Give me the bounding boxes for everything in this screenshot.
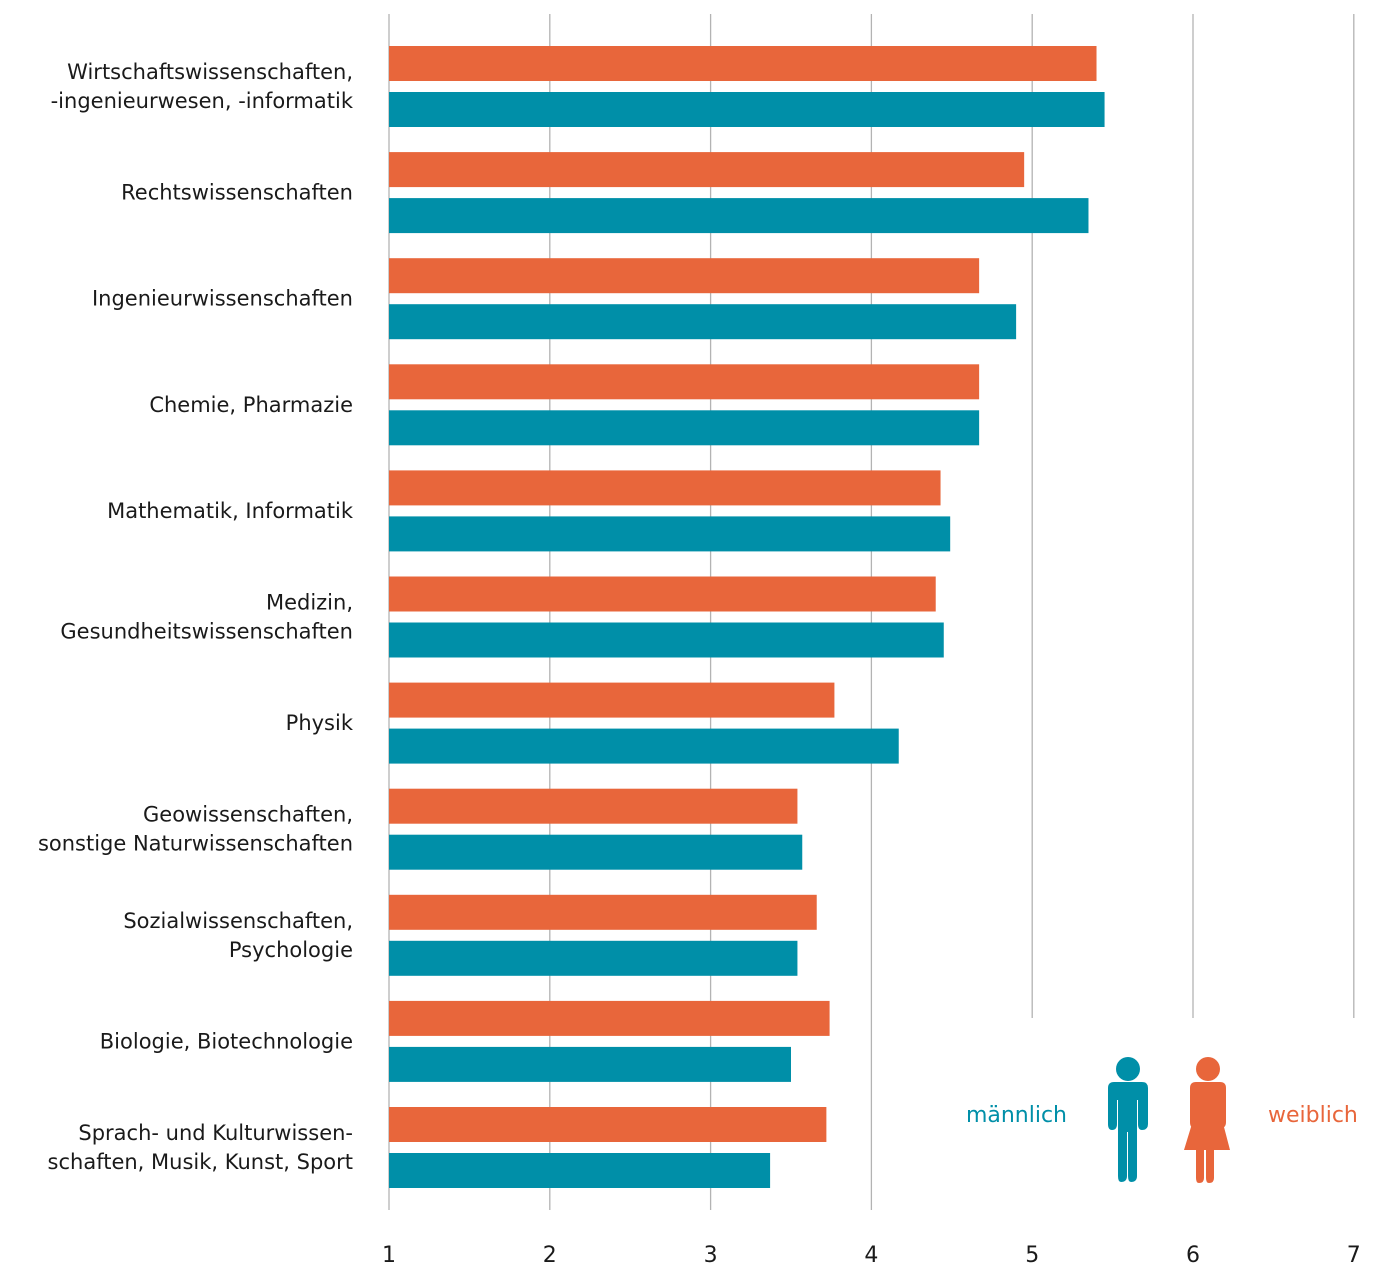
bar-maennlich <box>389 834 803 870</box>
x-tick-label: 7 <box>1347 1243 1361 1264</box>
bar-maennlich <box>389 516 951 552</box>
category-label: sonstige Naturwissenschaften <box>38 832 353 856</box>
category-label: Psychologie <box>229 938 353 962</box>
bar-maennlich <box>389 940 798 976</box>
bar-weiblich <box>389 470 941 506</box>
category-label: Geowissenschaften, <box>143 803 353 827</box>
bar-weiblich <box>389 1107 827 1142</box>
bar-weiblich <box>389 152 1025 188</box>
x-tick-label: 1 <box>382 1243 396 1264</box>
category-label: Wirtschaftswissenschaften, <box>67 60 353 84</box>
bar-weiblich <box>389 576 936 612</box>
bar-maennlich <box>389 622 944 658</box>
bar-maennlich <box>389 1046 791 1082</box>
category-label: Biologie, Biotechnologie <box>100 1029 353 1053</box>
category-label: Sozialwissenschaften, <box>123 909 353 933</box>
x-tick-label: 6 <box>1186 1243 1200 1264</box>
bar-weiblich <box>389 1000 830 1036</box>
x-tick-label: 5 <box>1025 1243 1039 1264</box>
male-person-icon <box>1108 1057 1148 1182</box>
category-label: Gesundheitswissenschaften <box>60 620 353 644</box>
bar-maennlich <box>389 304 1017 340</box>
category-label: schaften, Musik, Kunst, Sport <box>48 1150 353 1174</box>
category-label: Mathematik, Informatik <box>107 499 354 523</box>
legend-female-label: weiblich <box>1268 1103 1358 1128</box>
category-label: Rechtswissenschaften <box>121 181 353 205</box>
bar-maennlich <box>389 1153 771 1188</box>
bar-maennlich <box>389 92 1105 127</box>
category-label: Sprach- und Kulturwissen- <box>78 1121 353 1145</box>
bar-maennlich <box>389 198 1089 234</box>
category-label: Ingenieurwissenschaften <box>92 287 353 311</box>
bar-maennlich <box>389 728 899 764</box>
x-tick-labels: 1 2 3 4 5 6 7 <box>382 1243 1361 1264</box>
bar-weiblich <box>389 682 835 718</box>
female-person-icon <box>1184 1057 1230 1183</box>
category-label: Chemie, Pharmazie <box>149 393 353 417</box>
bars <box>389 46 1105 1188</box>
category-label: Medizin, <box>266 591 353 615</box>
category-labels: Wirtschaftswissenschaften, -ingenieurwese… <box>38 60 354 1174</box>
x-tick-label: 4 <box>864 1243 878 1264</box>
x-tick-label: 2 <box>543 1243 557 1264</box>
x-tick-label: 3 <box>704 1243 718 1264</box>
legend-male-label: männlich <box>966 1103 1067 1128</box>
bar-weiblich <box>389 364 980 400</box>
bar-weiblich <box>389 46 1097 81</box>
category-label: -ingenieurwesen, -informatik <box>51 89 354 113</box>
bar-maennlich <box>389 410 980 446</box>
bar-weiblich <box>389 788 798 824</box>
bar-weiblich <box>389 258 980 294</box>
category-label: Physik <box>286 711 354 735</box>
bar-weiblich <box>389 894 817 930</box>
legend: männlich weiblich <box>966 1057 1358 1183</box>
